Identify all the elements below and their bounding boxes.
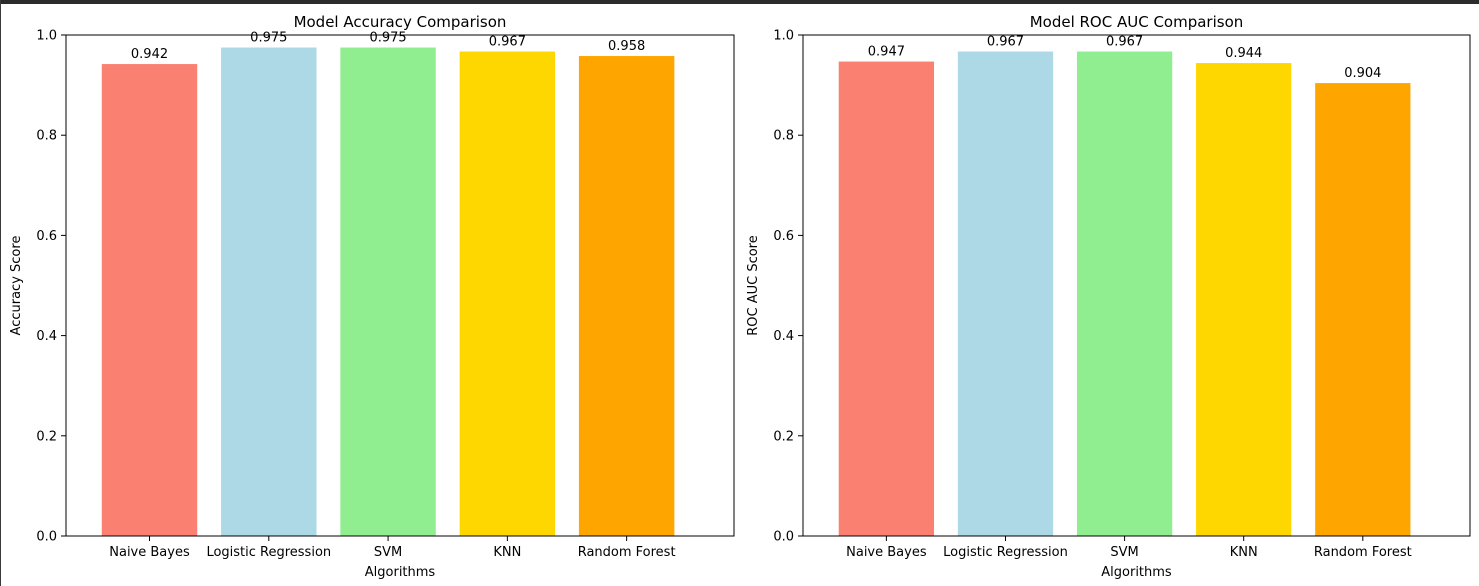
- y-tick-label: 0.6: [36, 229, 57, 244]
- value-label: 0.904: [1344, 66, 1381, 81]
- bar-2: [221, 47, 317, 536]
- value-label: 0.967: [489, 35, 526, 50]
- bar-4: [1196, 63, 1292, 537]
- value-label: 0.975: [369, 31, 406, 46]
- y-tick-label: 0.0: [36, 530, 57, 545]
- bar-1: [838, 61, 935, 537]
- x-tick-label: KNN: [493, 545, 521, 560]
- value-label: 0.958: [608, 39, 645, 54]
- y-tick-label: 0.6: [773, 229, 794, 244]
- y-tick-label: 0.2: [773, 429, 794, 444]
- chart-title: Model Accuracy Comparison: [294, 13, 507, 31]
- x-tick-label: Naive Bayes: [109, 545, 190, 560]
- bar-5: [578, 56, 675, 536]
- value-label: 0.944: [1225, 46, 1262, 61]
- y-tick-label: 0.4: [773, 329, 794, 344]
- plot-frame: [802, 34, 1471, 537]
- plot-frame: [65, 34, 735, 537]
- y-tick-label: 0.0: [773, 530, 794, 545]
- bar-3: [1076, 51, 1173, 536]
- x-tick-label: KNN: [1230, 545, 1258, 560]
- chart-1: 0.942 Naive Bayes 0.975 Logistic Regression…: [9, 13, 735, 580]
- y-axis-label: ROC AUC Score: [746, 235, 761, 336]
- y-tick-label: 0.4: [36, 329, 57, 344]
- x-tick-label: Logistic Regression: [943, 545, 1068, 560]
- x-axis-label: Algorithms: [365, 565, 436, 580]
- y-tick-label: 1.0: [773, 29, 794, 44]
- y-tick-label: 0.2: [36, 429, 57, 444]
- bar-5: [1315, 83, 1411, 536]
- x-tick-label: Naive Bayes: [846, 545, 927, 560]
- value-label: 0.975: [250, 31, 287, 46]
- y-tick-label: 0.8: [773, 129, 794, 144]
- chart-2: 0.947 Naive Bayes 0.967 Logistic Regression…: [746, 13, 1471, 580]
- value-label: 0.967: [1106, 35, 1143, 50]
- value-label: 0.942: [131, 47, 168, 62]
- value-label: 0.967: [987, 35, 1024, 50]
- window-left-edge: [0, 0, 1, 586]
- x-tick-label: Logistic Regression: [206, 545, 331, 560]
- window-top-bar: [0, 0, 1479, 4]
- y-tick-label: 0.8: [36, 129, 57, 144]
- value-label: 0.947: [868, 45, 905, 60]
- chart-title: Model ROC AUC Comparison: [1030, 13, 1244, 31]
- y-axis-label: Accuracy Score: [9, 236, 24, 336]
- x-tick-label: Random Forest: [578, 545, 676, 560]
- bar-3: [340, 47, 436, 536]
- x-tick-label: SVM: [1110, 545, 1138, 560]
- bar-1: [101, 64, 198, 536]
- y-tick-label: 1.0: [36, 29, 57, 44]
- x-axis-label: Algorithms: [1101, 565, 1172, 580]
- x-tick-label: Random Forest: [1314, 545, 1412, 560]
- bar-2: [957, 51, 1054, 536]
- x-tick-label: SVM: [374, 545, 402, 560]
- bar-4: [459, 51, 556, 536]
